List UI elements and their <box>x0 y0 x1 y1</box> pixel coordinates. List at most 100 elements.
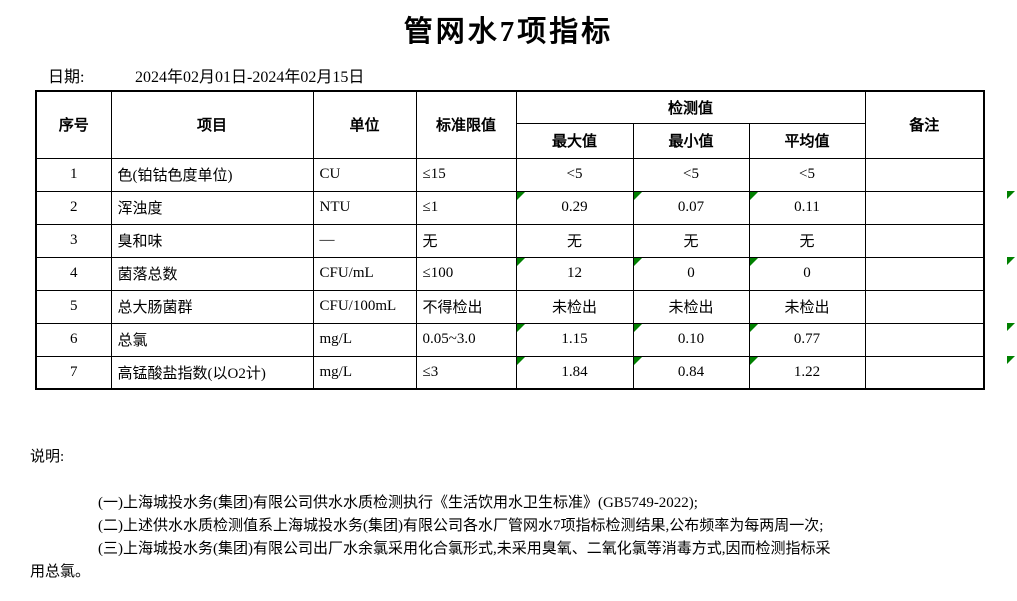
cell-seq: 3 <box>35 223 112 258</box>
cell-corner-marker-icon <box>750 258 758 266</box>
cell-seq: 1 <box>35 157 112 192</box>
cell-avg: 未检出 <box>748 289 866 324</box>
page-title: 管网水7项指标 <box>403 16 614 48</box>
date-label: 日期: <box>48 69 85 86</box>
cell-item: 色(铂钴色度单位) <box>110 157 314 192</box>
cell-item: 总大肠菌群 <box>110 289 314 324</box>
table-row: 6 总氯 mg/L 0.05~3.0 1.15 0.10 0.77 <box>35 322 985 357</box>
cell-item: 臭和味 <box>110 223 314 258</box>
cell-corner-marker-icon <box>634 357 642 365</box>
cell-limit: ≤15 <box>415 157 517 192</box>
cell-seq: 5 <box>35 289 112 324</box>
cell-max: 0.29 <box>515 190 634 225</box>
table-header-row-2: 最大值 最小值 平均值 <box>36 122 984 159</box>
cell-max: 1.84 <box>515 355 634 390</box>
notes-section: (一)上海城投水务(集团)有限公司供水水质检测执行《生活饮用水卫生标准》(GB5… <box>30 492 1015 584</box>
cell-unit: NTU <box>312 190 417 225</box>
cell-limit: 0.05~3.0 <box>415 322 517 357</box>
cell-corner-marker-icon <box>634 258 642 266</box>
cell-remark <box>864 289 985 324</box>
date-row: 日期: 2024年02月01日-2024年02月15日 <box>48 63 364 87</box>
cell-corner-marker-icon <box>634 324 642 332</box>
cell-remark <box>864 157 985 192</box>
edge-corner-marker-icon <box>1007 257 1015 265</box>
cell-remark <box>864 190 985 225</box>
cell-corner-marker-icon <box>750 324 758 332</box>
cell-limit: ≤1 <box>415 190 517 225</box>
cell-avg: <5 <box>748 157 866 192</box>
col-header-min: 最小值 <box>632 122 750 159</box>
col-header-remark: 备注 <box>864 90 985 159</box>
cell-max: 1.15 <box>515 322 634 357</box>
cell-unit: mg/L <box>312 355 417 390</box>
cell-unit: mg/L <box>312 322 417 357</box>
cell-max: 未检出 <box>515 289 634 324</box>
table-row: 2 浑浊度 NTU ≤1 0.29 0.07 0.11 <box>35 190 985 225</box>
col-header-avg: 平均值 <box>748 122 866 159</box>
cell-avg: 无 <box>748 223 866 258</box>
table-row: 7 高锰酸盐指数(以O2计) mg/L ≤3 1.84 0.84 1.22 <box>35 355 985 390</box>
notes-label: 说明: <box>30 449 65 465</box>
cell-corner-marker-icon <box>517 192 525 200</box>
cell-remark <box>864 256 985 291</box>
date-value: 2024年02月01日-2024年02月15日 <box>135 69 365 86</box>
cell-corner-marker-icon <box>634 192 642 200</box>
cell-seq: 6 <box>35 322 112 357</box>
cell-avg: 0.11 <box>748 190 866 225</box>
cell-unit: — <box>312 223 417 258</box>
cell-item: 高锰酸盐指数(以O2计) <box>110 355 314 390</box>
note-line: 用总氯。 <box>30 564 91 580</box>
cell-min: 0.10 <box>632 322 750 357</box>
cell-limit: ≤100 <box>415 256 517 291</box>
cell-avg: 1.22 <box>748 355 866 390</box>
col-header-seq: 序号 <box>35 90 112 159</box>
cell-corner-marker-icon <box>750 357 758 365</box>
table-row: 1 色(铂钴色度单位) CU ≤15 <5 <5 <5 <box>35 157 985 192</box>
edge-corner-marker-icon <box>1007 356 1015 364</box>
cell-avg: 0.77 <box>748 322 866 357</box>
cell-limit: 无 <box>415 223 517 258</box>
report-table: 序号 项目 单位 标准限值 检测值 备注 最大值 最小值 平均值 1 色(铂钴色… <box>35 90 986 390</box>
cell-seq: 4 <box>35 256 112 291</box>
table-header-row-1: 序号 项目 单位 标准限值 检测值 备注 <box>35 90 985 159</box>
cell-min: 未检出 <box>632 289 750 324</box>
cell-seq: 7 <box>35 355 112 390</box>
cell-max: 12 <box>515 256 634 291</box>
col-header-detection: 检测值 <box>515 90 866 124</box>
note-line: (三)上海城投水务(集团)有限公司出厂水余氯采用化合氯形式,未采用臭氧、二氧化氯… <box>98 541 831 557</box>
cell-remark <box>864 223 985 258</box>
cell-max: 无 <box>515 223 634 258</box>
cell-item: 菌落总数 <box>110 256 314 291</box>
edge-corner-marker-icon <box>1007 191 1015 199</box>
table-row: 5 总大肠菌群 CFU/100mL 不得检出 未检出 未检出 未检出 <box>35 289 985 324</box>
cell-corner-marker-icon <box>517 324 525 332</box>
cell-corner-marker-icon <box>750 192 758 200</box>
cell-item: 总氯 <box>110 322 314 357</box>
cell-avg: 0 <box>748 256 866 291</box>
cell-min: 0.84 <box>632 355 750 390</box>
edge-corner-marker-icon <box>1007 323 1015 331</box>
table-row: 4 菌落总数 CFU/mL ≤100 12 0 0 <box>35 256 985 291</box>
cell-remark <box>864 355 985 390</box>
col-header-item: 项目 <box>110 90 314 159</box>
cell-min: 0.07 <box>632 190 750 225</box>
col-header-limit: 标准限值 <box>415 90 517 159</box>
note-line: (一)上海城投水务(集团)有限公司供水水质检测执行《生活饮用水卫生标准》(GB5… <box>98 495 698 511</box>
cell-corner-marker-icon <box>517 258 525 266</box>
cell-limit: 不得检出 <box>415 289 517 324</box>
cell-remark <box>864 322 985 357</box>
cell-seq: 2 <box>35 190 112 225</box>
cell-min: <5 <box>632 157 750 192</box>
cell-max: <5 <box>515 157 634 192</box>
cell-unit: CFU/mL <box>312 256 417 291</box>
col-header-unit: 单位 <box>312 90 417 159</box>
cell-unit: CFU/100mL <box>312 289 417 324</box>
cell-corner-marker-icon <box>517 357 525 365</box>
cell-item: 浑浊度 <box>110 190 314 225</box>
cell-unit: CU <box>312 157 417 192</box>
note-line: (二)上述供水水质检测值系上海城投水务(集团)有限公司各水厂管网水7项指标检测结… <box>98 518 824 534</box>
cell-min: 无 <box>632 223 750 258</box>
table-row: 3 臭和味 — 无 无 无 无 <box>35 223 985 258</box>
cell-min: 0 <box>632 256 750 291</box>
